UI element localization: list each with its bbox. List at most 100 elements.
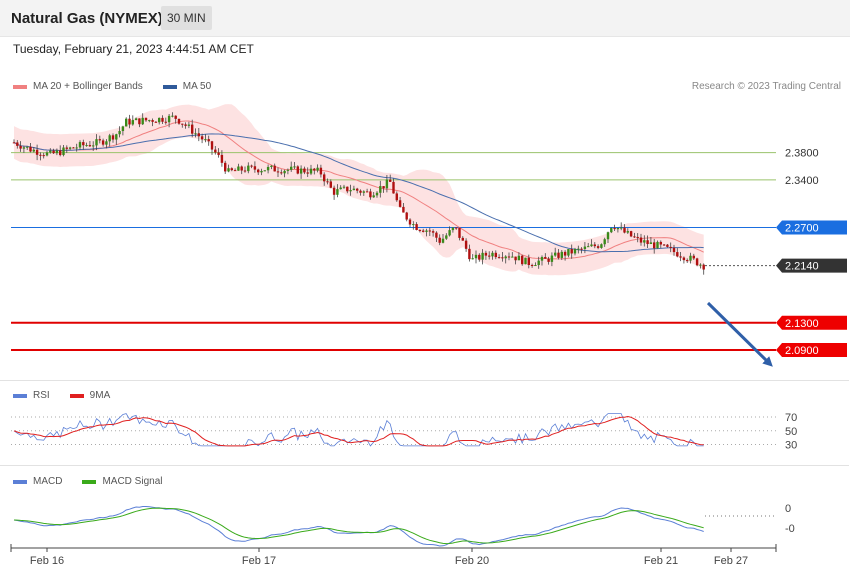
- bollinger-band-area: [14, 104, 704, 276]
- candle-body: [273, 165, 276, 172]
- price-levels: [11, 152, 776, 352]
- candle-body: [692, 255, 695, 259]
- research-credit: Research © 2023 Trading Central: [691, 81, 841, 92]
- rsi-panel: 70 50 30: [11, 412, 797, 452]
- candle-body: [233, 170, 237, 172]
- candle-body: [59, 150, 62, 156]
- candle-body: [639, 237, 643, 243]
- candle-body: [105, 141, 108, 145]
- candle-body: [306, 172, 309, 174]
- header-bar: Natural Gas (NYMEX) 30 MIN: [0, 0, 850, 37]
- candle-body: [62, 147, 65, 156]
- candle-body: [702, 264, 705, 270]
- candle-body: [319, 167, 323, 175]
- ma50-legend-label: MA 50: [182, 81, 212, 92]
- candle-body: [497, 257, 501, 259]
- rsi-ma-legend-label: 9MA: [89, 390, 111, 401]
- candle-body: [26, 146, 29, 148]
- candle-body: [570, 249, 573, 254]
- candle-body: [194, 133, 197, 135]
- candle-body: [95, 139, 98, 146]
- candle-body: [217, 152, 220, 155]
- candle-body: [161, 117, 164, 122]
- candle-body: [174, 115, 177, 119]
- candle-body: [111, 135, 115, 140]
- candle-body: [455, 227, 458, 229]
- ma20-legend-label: MA 20 + Bollinger Bands: [33, 81, 143, 92]
- candle-body: [398, 200, 402, 207]
- candle-body: [431, 231, 435, 233]
- candle-body: [154, 121, 158, 123]
- x-axis-label: Feb 21: [644, 555, 678, 567]
- candle-body: [72, 147, 75, 149]
- candle-body: [138, 118, 141, 125]
- candle-body: [646, 240, 649, 245]
- candle-body: [253, 166, 257, 170]
- level-tag-text: 2.2140: [785, 261, 819, 273]
- candle-body: [85, 145, 88, 147]
- candle-body: [389, 179, 392, 182]
- x-axis-label: Feb 27: [714, 555, 748, 567]
- candle-body: [550, 255, 554, 262]
- candle-body: [620, 227, 623, 229]
- candle-body: [45, 152, 49, 156]
- candle-body: [504, 256, 507, 259]
- candle-body: [125, 118, 128, 127]
- candle-body: [464, 240, 468, 249]
- candle-body: [686, 260, 689, 262]
- candle-body: [448, 230, 451, 236]
- candle-body: [583, 246, 587, 250]
- candle-body: [362, 191, 365, 193]
- macd-line: [13, 506, 704, 547]
- candle-body: [167, 115, 171, 123]
- candle-body: [214, 149, 217, 153]
- macd-legend-label: MACD: [33, 476, 63, 487]
- forecast-arrow: [706, 301, 773, 367]
- candle-body: [590, 244, 593, 247]
- candle-body: [494, 252, 497, 258]
- candle-body: [629, 231, 633, 237]
- candle-body: [349, 190, 352, 192]
- candle-body: [428, 230, 431, 232]
- candle-body: [270, 165, 273, 167]
- candle-body: [181, 123, 184, 125]
- x-axis-label: Feb 17: [242, 555, 276, 567]
- rsi-tick-label: 30: [785, 440, 797, 452]
- candle-body: [329, 181, 332, 188]
- rsi-swatch: [13, 393, 27, 398]
- candle-body: [563, 251, 567, 256]
- candle-body: [461, 237, 464, 241]
- level-tag-support: 2.1300: [776, 315, 847, 330]
- macd-panel-divider: [0, 465, 849, 466]
- candle-body: [593, 244, 596, 247]
- candle-body: [336, 189, 339, 195]
- candle-body: [121, 126, 125, 132]
- candle-body: [540, 256, 544, 261]
- candle-body: [458, 227, 461, 238]
- candle-body: [524, 257, 527, 265]
- macd-legend: MACD MACD Signal: [13, 476, 162, 487]
- candle-body: [118, 131, 121, 135]
- candle-body: [12, 142, 16, 144]
- candle-body: [445, 235, 448, 239]
- rsi-legend-label: RSI: [33, 390, 50, 401]
- candle-body: [527, 257, 530, 265]
- candle-body: [22, 147, 26, 149]
- macd-signal-swatch: [82, 479, 97, 484]
- candle-body: [101, 140, 105, 145]
- candle-body: [296, 166, 299, 174]
- candle-body: [88, 145, 92, 147]
- candle-body: [187, 124, 191, 126]
- candle-body: [35, 149, 39, 155]
- ma50-swatch: [162, 84, 177, 89]
- candle-body: [603, 239, 606, 245]
- candle-body: [42, 155, 45, 157]
- candle-body: [375, 192, 379, 196]
- timeframe-button[interactable]: 30 MIN: [161, 6, 212, 30]
- candle-body: [481, 252, 484, 260]
- candle-body: [534, 265, 537, 267]
- ma20-swatch: [13, 84, 27, 89]
- candle-body: [547, 258, 550, 262]
- candle-body: [682, 257, 686, 261]
- candle-body: [392, 181, 395, 194]
